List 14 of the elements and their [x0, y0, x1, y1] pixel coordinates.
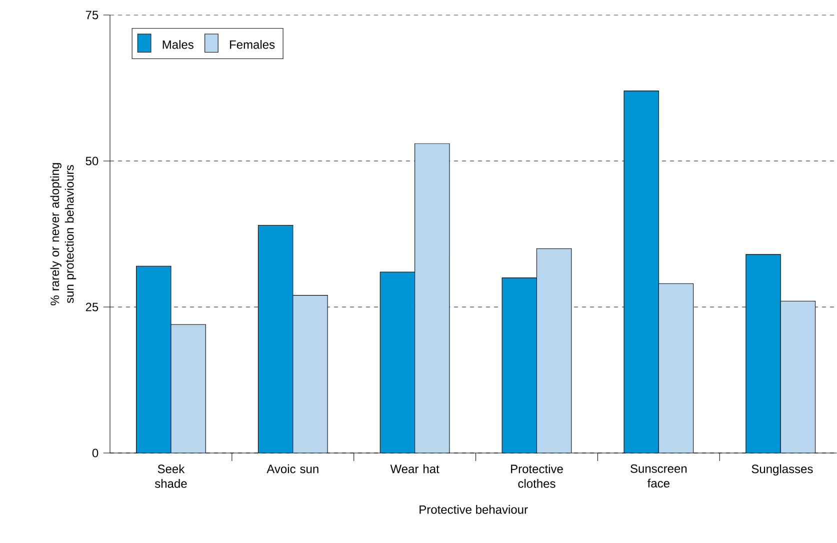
- y-tick-label: 50: [86, 156, 98, 166]
- y-axis-title: % rarely or never adopting sun protection behaviours: [50, 163, 76, 306]
- x-tick-label: Wear hat: [390, 464, 440, 474]
- x-tick-label: Avoic sun: [266, 464, 318, 474]
- x-tick-label: Seek shade: [154, 464, 187, 488]
- x-tick-label: Sunscreen face: [630, 464, 687, 488]
- y-tick-label: 0: [92, 448, 98, 458]
- x-tick-label: Protective clothes: [511, 464, 563, 488]
- x-tick-label: Sunglasses: [752, 464, 813, 476]
- legend-label: Females: [230, 40, 275, 49]
- y-tick-label: 25: [86, 302, 98, 312]
- legend-label: Males: [162, 40, 194, 49]
- x-axis-title: Protective behaviour: [420, 505, 528, 514]
- y-tick-label: 75: [86, 10, 98, 20]
